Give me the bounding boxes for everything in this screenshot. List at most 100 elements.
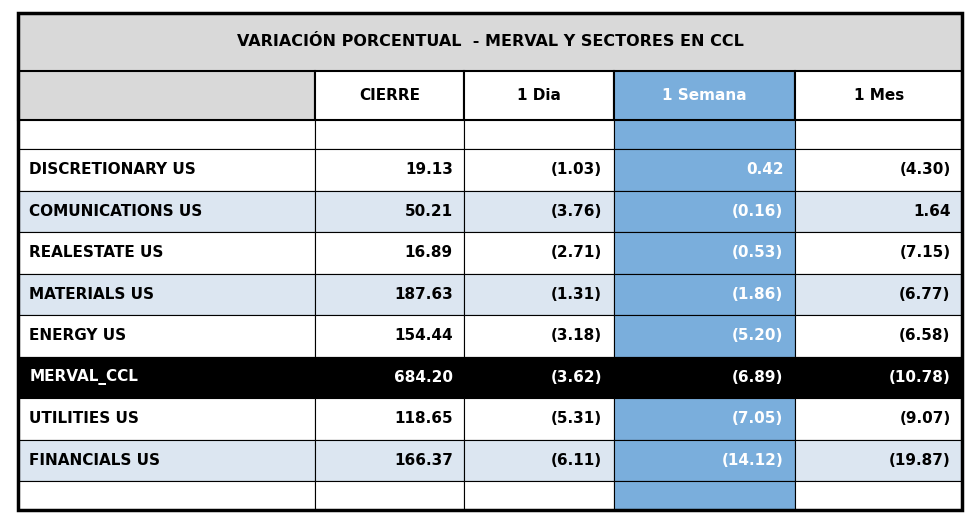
Bar [18, 232, 316, 274]
Text: COMUNICATIONS US: COMUNICATIONS US [29, 204, 203, 219]
Text: (3.76): (3.76) [551, 204, 602, 219]
Bar [465, 357, 613, 398]
Text: 154.44: 154.44 [394, 328, 453, 344]
Bar [465, 274, 613, 315]
Text: VARIACIÓN PORCENTUAL  - MERVAL Y SECTORES EN CCL: VARIACIÓN PORCENTUAL - MERVAL Y SECTORES… [236, 35, 744, 49]
Text: MERVAL_CCL: MERVAL_CCL [29, 369, 138, 385]
Bar [316, 481, 465, 510]
Bar [795, 232, 962, 274]
Bar [18, 149, 316, 190]
Bar [795, 481, 962, 510]
Text: (6.11): (6.11) [551, 453, 602, 468]
Bar [316, 149, 465, 190]
Text: MATERIALS US: MATERIALS US [29, 287, 155, 302]
Bar [613, 357, 795, 398]
Bar [465, 315, 613, 357]
Bar [316, 232, 465, 274]
Text: 1 Semana: 1 Semana [662, 88, 747, 103]
Text: 187.63: 187.63 [394, 287, 453, 302]
Text: FINANCIALS US: FINANCIALS US [29, 453, 161, 468]
Bar [613, 149, 795, 190]
Bar [316, 315, 465, 357]
Bar [316, 190, 465, 232]
Bar [18, 71, 316, 120]
Bar [465, 398, 613, 440]
Bar [613, 232, 795, 274]
Text: (2.71): (2.71) [551, 245, 602, 260]
Bar [18, 440, 316, 481]
Bar [465, 190, 613, 232]
Text: (3.18): (3.18) [551, 328, 602, 344]
Text: (19.87): (19.87) [889, 453, 951, 468]
Bar [316, 120, 465, 149]
Bar [795, 71, 962, 120]
Bar [613, 71, 795, 120]
Text: ENERGY US: ENERGY US [29, 328, 126, 344]
Bar [795, 440, 962, 481]
Text: (1.31): (1.31) [551, 287, 602, 302]
Bar [316, 357, 465, 398]
Text: (7.15): (7.15) [900, 245, 951, 260]
Bar [316, 71, 465, 120]
Bar [465, 149, 613, 190]
Bar [613, 398, 795, 440]
Bar [613, 315, 795, 357]
Text: (0.53): (0.53) [732, 245, 783, 260]
Text: 16.89: 16.89 [405, 245, 453, 260]
Bar [613, 120, 795, 149]
Text: (6.89): (6.89) [732, 370, 783, 385]
Bar [795, 315, 962, 357]
Text: (14.12): (14.12) [721, 453, 783, 468]
Bar [18, 357, 316, 398]
Bar [465, 232, 613, 274]
Text: 50.21: 50.21 [405, 204, 453, 219]
Bar [18, 120, 316, 149]
Text: 684.20: 684.20 [394, 370, 453, 385]
Text: (1.03): (1.03) [551, 162, 602, 177]
Text: 0.42: 0.42 [746, 162, 783, 177]
Text: (10.78): (10.78) [889, 370, 951, 385]
Bar [613, 190, 795, 232]
Bar [465, 481, 613, 510]
Text: (3.62): (3.62) [551, 370, 602, 385]
Bar [316, 440, 465, 481]
Bar [613, 481, 795, 510]
Text: (4.30): (4.30) [900, 162, 951, 177]
Text: (0.16): (0.16) [732, 204, 783, 219]
Text: (1.86): (1.86) [732, 287, 783, 302]
Text: 166.37: 166.37 [394, 453, 453, 468]
Text: (6.77): (6.77) [900, 287, 951, 302]
Text: 1 Dia: 1 Dia [517, 88, 562, 103]
Text: (5.31): (5.31) [551, 412, 602, 426]
Text: (7.05): (7.05) [732, 412, 783, 426]
Bar [465, 120, 613, 149]
Bar [18, 481, 316, 510]
Text: 118.65: 118.65 [394, 412, 453, 426]
Text: (6.58): (6.58) [900, 328, 951, 344]
Bar [795, 274, 962, 315]
Bar [613, 274, 795, 315]
Bar [18, 398, 316, 440]
Bar [18, 315, 316, 357]
Text: 19.13: 19.13 [405, 162, 453, 177]
Text: DISCRETIONARY US: DISCRETIONARY US [29, 162, 196, 177]
Bar [795, 357, 962, 398]
Bar [18, 274, 316, 315]
Bar [613, 440, 795, 481]
Text: (5.20): (5.20) [732, 328, 783, 344]
Bar [795, 190, 962, 232]
Text: UTILITIES US: UTILITIES US [29, 412, 139, 426]
Bar [795, 120, 962, 149]
Bar [316, 398, 465, 440]
Bar [18, 13, 962, 71]
Bar [316, 274, 465, 315]
Bar [795, 149, 962, 190]
Text: 1.64: 1.64 [913, 204, 951, 219]
Text: 1 Mes: 1 Mes [854, 88, 904, 103]
Bar [795, 398, 962, 440]
Text: REALESTATE US: REALESTATE US [29, 245, 164, 260]
Bar [18, 190, 316, 232]
Text: (9.07): (9.07) [900, 412, 951, 426]
Bar [465, 440, 613, 481]
Bar [465, 71, 613, 120]
